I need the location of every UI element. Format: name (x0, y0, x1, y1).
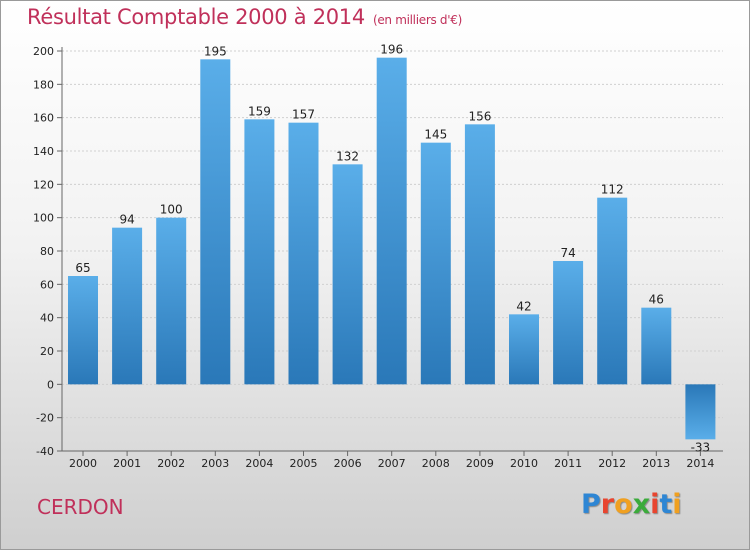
x-tick-label-2001: 2001 (113, 457, 141, 470)
data-label-2014: -33 (691, 440, 711, 454)
data-label-2010: 42 (516, 299, 531, 313)
axes (57, 47, 723, 456)
data-label-2001: 94 (119, 213, 134, 227)
y-tick-label: 60 (40, 278, 54, 291)
y-tick-label: 100 (33, 212, 54, 225)
logo-letter: r (600, 489, 615, 520)
y-tick-label: 20 (40, 345, 54, 358)
x-tick-label-2008: 2008 (422, 457, 450, 470)
x-tick-label-2009: 2009 (466, 457, 494, 470)
y-tick-label: 40 (40, 312, 54, 325)
bar-2002 (156, 217, 187, 385)
data-label-2002: 100 (160, 203, 183, 217)
y-tick-label: 120 (33, 178, 54, 191)
x-tick-label-2012: 2012 (598, 457, 626, 470)
data-label-2004: 159 (248, 104, 271, 118)
x-tick-label-2006: 2006 (334, 457, 362, 470)
data-label-2003: 195 (204, 44, 227, 58)
logo-letter: x (632, 489, 651, 520)
y-tick-label: 140 (33, 145, 54, 158)
data-label-2013: 46 (649, 293, 664, 307)
bar-2003 (200, 59, 231, 385)
bar-2008 (420, 142, 451, 385)
bar-2014 (685, 384, 716, 440)
proxiti-logo: Proxiti (581, 489, 682, 520)
town-name: CERDON (37, 495, 124, 519)
bar-2011 (553, 261, 584, 385)
bar-2010 (509, 314, 539, 385)
logo-letter: t (659, 489, 673, 520)
data-label-2011: 74 (560, 246, 575, 260)
y-tick-label: 160 (33, 112, 54, 125)
bar-2006 (332, 164, 363, 385)
logo-letter: P (581, 489, 601, 520)
labels: -40 -20 0 20 40 60 80 100 120 140 160 180 200 65 2000 9… (33, 43, 714, 470)
data-label-2012: 112 (601, 183, 624, 197)
x-tick-label-2005: 2005 (290, 457, 318, 470)
logo-letter: i (650, 489, 660, 520)
data-label-2000: 65 (75, 261, 90, 275)
logo-letter: i (672, 489, 682, 520)
data-label-2005: 157 (292, 108, 315, 122)
bar-2001 (112, 227, 143, 385)
y-tick-label: 80 (40, 245, 54, 258)
x-tick-label-2014: 2014 (686, 457, 714, 470)
data-label-2006: 132 (336, 149, 359, 163)
chart-subtitle: (en milliers d'€) (372, 13, 462, 27)
data-label-2009: 156 (468, 109, 491, 123)
bar-2004 (244, 119, 275, 385)
x-tick-label-2013: 2013 (642, 457, 670, 470)
y-tick-label: 200 (33, 45, 54, 58)
x-tick-label-2002: 2002 (157, 457, 185, 470)
x-tick-label-2003: 2003 (201, 457, 229, 470)
bar-2013 (641, 307, 672, 385)
data-label-2008: 145 (424, 128, 447, 142)
data-label-2007: 196 (380, 43, 403, 57)
y-tick-label: 0 (47, 378, 54, 391)
y-tick-label: -20 (36, 412, 54, 425)
logo-letter: o (614, 489, 633, 520)
y-tick-label: -40 (36, 445, 54, 458)
bar-2009 (464, 124, 495, 385)
bars (68, 57, 716, 440)
x-tick-label-2007: 2007 (378, 457, 406, 470)
bar-2005 (288, 122, 319, 385)
x-tick-label-2011: 2011 (554, 457, 582, 470)
chart-title-text: Résultat Comptable 2000 à 2014 (27, 5, 365, 29)
chart-title: Résultat Comptable 2000 à 2014 (en millie… (27, 5, 462, 29)
x-tick-label-2004: 2004 (245, 457, 273, 470)
y-tick-label: 180 (33, 78, 54, 91)
bar-2000 (68, 276, 98, 385)
bar-2012 (597, 197, 628, 385)
bar-2007 (376, 57, 407, 385)
x-tick-label-2010: 2010 (510, 457, 538, 470)
x-tick-label-2000: 2000 (69, 457, 97, 470)
